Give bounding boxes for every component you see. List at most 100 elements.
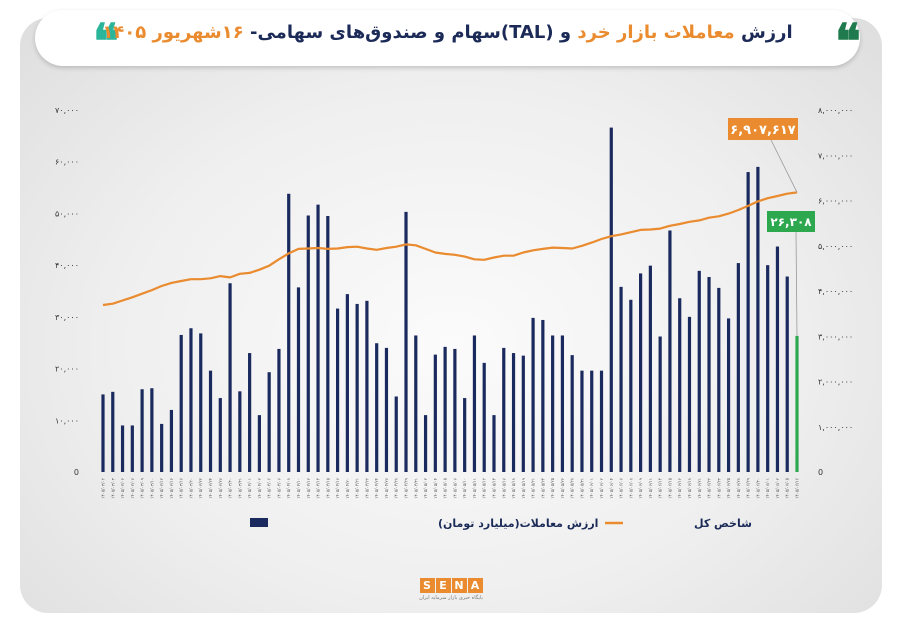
- value-bar: [345, 294, 349, 472]
- legend-swatch-bars: [250, 518, 268, 527]
- value-bar: [697, 270, 701, 472]
- value-bar: [365, 300, 369, 472]
- value-bar: [756, 166, 760, 472]
- value-bar: [189, 328, 193, 472]
- x-tick-label: ۱۴۰۵/۰۵/۱۰: [462, 478, 467, 499]
- chart-title: ارزش معاملات بازار خرد و (TAL)سهام و صند…: [35, 22, 860, 43]
- value-bar: [707, 277, 711, 472]
- x-tick-label: ۱۴۰۵/۰۵/۲۱: [531, 478, 536, 499]
- x-tick-label: ۱۴۰۵/۰۶/۰۸: [628, 477, 633, 499]
- x-tick-label: ۱۴۰۵/۰۶/۲۲: [707, 477, 712, 499]
- value-bar: [687, 316, 692, 472]
- right-axis-tick-label: ۲,۰۰۰,۰۰۰: [818, 378, 853, 387]
- x-tick-label: ۱۴۰۵/۰۳/۲۰: [188, 478, 193, 499]
- left-axis-tick-label: 0: [74, 468, 79, 477]
- index-value-label: ۶,۹۰۷,۶۱۷: [730, 123, 795, 138]
- value-bar: [736, 263, 740, 472]
- value-bar: [482, 362, 486, 472]
- x-tick-label: ۱۴۰۵/۰۴/۲۷: [384, 477, 389, 499]
- value-bar: [590, 370, 594, 472]
- left-axis-tick-label: ۱۰,۰۰۰: [55, 416, 79, 425]
- x-tick-label: ۱۴۰۵/۰۶/۱۶: [677, 478, 682, 499]
- x-tick-label: ۱۴۰۵/۰۷/۰۱: [765, 478, 770, 499]
- logo-letter: A: [467, 578, 483, 593]
- x-tick-label: ۱۴۰۵/۰۵/۰۳: [423, 477, 428, 499]
- x-tick-label: ۱۴۰۵/۰۴/۰۷: [276, 477, 281, 499]
- x-tick-label: ۱۴۰۵/۰۶/۲۹: [746, 477, 751, 499]
- value-bar: [414, 335, 418, 472]
- x-tick-label: ۱۴۰۵/۰۶/۱۴: [658, 478, 663, 499]
- x-tick-label: ۱۴۰۵/۰۶/۰۹: [638, 477, 643, 499]
- x-tick-label: ۱۴۰۵/۰۴/۲۴: [374, 478, 379, 499]
- title-prefix: ارزش: [740, 22, 793, 43]
- x-tick-label: ۱۴۰۵/۰۶/۱۵: [667, 477, 672, 499]
- value-bar: [746, 172, 750, 473]
- x-tick-label: ۱۴۰۵/۰۴/۳۱: [413, 478, 418, 499]
- legend-label-bars: ارزش معاملات(میلیارد تومان): [438, 517, 598, 530]
- x-tick-label: ۱۴۰۵/۰۶/۱۶: [795, 478, 800, 499]
- value-bar: [277, 348, 281, 472]
- value-bar: [629, 299, 633, 472]
- value-bar: [619, 286, 623, 472]
- value-bar: [648, 265, 652, 472]
- x-tick-label: ۱۴۰۵/۰۴/۲۸: [394, 477, 399, 499]
- x-tick-label: ۱۴۰۵/۰۶/۰۷: [619, 477, 624, 499]
- x-tick-label: ۱۴۰۵/۰۳/۰۲: [101, 477, 106, 499]
- value-bar: [541, 319, 545, 472]
- value-bar: [375, 343, 379, 472]
- value-bar: [160, 423, 164, 472]
- x-tick-label: ۱۴۰۵/۰۶/۲۸: [736, 477, 741, 499]
- left-axis-tick-label: ۴۰,۰۰۰: [55, 261, 79, 270]
- index-value-box: [728, 118, 798, 140]
- value-bar: [130, 425, 134, 472]
- x-tick-label: ۱۴۰۵/۰۴/۲۹: [404, 477, 409, 499]
- logo-letter: E: [435, 578, 451, 593]
- value-bar: [169, 409, 174, 472]
- x-tick-label: ۱۴۰۵/۰۶/۰۱: [589, 478, 594, 499]
- x-tick-label: ۱۴۰۵/۰۷/۰۲: [775, 477, 780, 499]
- value-bar: [609, 127, 613, 472]
- x-tick-label: ۱۴۰۵/۰۶/۰۲: [599, 477, 604, 499]
- logo-mark: S E N A: [414, 578, 488, 593]
- title-highlight: معاملات بازار خرد: [577, 22, 735, 43]
- x-tick-label: ۱۴۰۵/۰۶/۲۵: [726, 477, 731, 499]
- x-tick-label: ۱۴۰۵/۰۷/۰۵: [785, 477, 790, 499]
- value-bar: [248, 353, 252, 472]
- value-bar: [785, 276, 789, 472]
- x-tick-label: ۱۴۰۵/۰۶/۲۳: [716, 477, 721, 499]
- x-tick-label: ۱۴۰۵/۰۵/۱۹: [521, 477, 526, 499]
- right-axis-tick-label: ۸,۰۰۰,۰۰۰: [818, 106, 853, 115]
- quote-left-icon: ❝: [93, 14, 119, 70]
- title-middle: و (TAL)سهام و صندوق‌های سهامی-: [250, 22, 572, 43]
- index-line: [102, 191, 798, 307]
- value-bar: [678, 298, 682, 472]
- value-bar: [355, 303, 359, 472]
- value-bar: [639, 273, 643, 472]
- title-banner: ❝ ارزش معاملات بازار خرد و (TAL)سهام و ص…: [35, 10, 861, 70]
- value-bar: [140, 389, 144, 472]
- x-tick-label: ۱۴۰۵/۰۳/۰۳: [110, 477, 115, 499]
- x-tick-label: ۱۴۰۵/۰۵/۱۸: [511, 477, 516, 499]
- index-leader-line: [770, 139, 798, 193]
- x-tick-label: ۱۴۰۵/۰۵/۰۴: [433, 478, 438, 499]
- value-bar: [443, 346, 447, 472]
- x-tick-label: ۱۴۰۵/۰۶/۱۸: [687, 477, 692, 499]
- value-bar: [433, 354, 437, 472]
- value-bar: [257, 415, 261, 472]
- x-tick-label: ۱۴۰۵/۰۵/۳۱: [579, 478, 584, 499]
- x-tick-label: ۱۴۰۵/۰۳/۱۷: [179, 477, 184, 499]
- value-bar: [668, 230, 672, 472]
- value-bar: [531, 317, 535, 472]
- x-tick-label: ۱۴۰۵/۰۶/۲۱: [697, 478, 702, 499]
- value-bar: [502, 347, 506, 472]
- x-tick-label: ۱۴۰۵/۰۵/۱۴: [491, 478, 496, 499]
- value-bar: [287, 193, 291, 472]
- value-bar: [560, 335, 565, 472]
- title-date: ۱۶شهریور ۱۴۰۵: [102, 22, 244, 43]
- right-axis-tick-label: ۳,۰۰۰,۰۰۰: [818, 332, 853, 341]
- x-tick-label: ۱۴۰۵/۰۵/۲۵: [550, 477, 555, 499]
- x-tick-label: ۱۴۰۵/۰۴/۱۴: [316, 478, 321, 499]
- value-bar: [335, 308, 340, 472]
- logo-letter: S: [419, 578, 435, 593]
- x-tick-label: ۱۴۰۵/۰۳/۳۱: [237, 478, 242, 499]
